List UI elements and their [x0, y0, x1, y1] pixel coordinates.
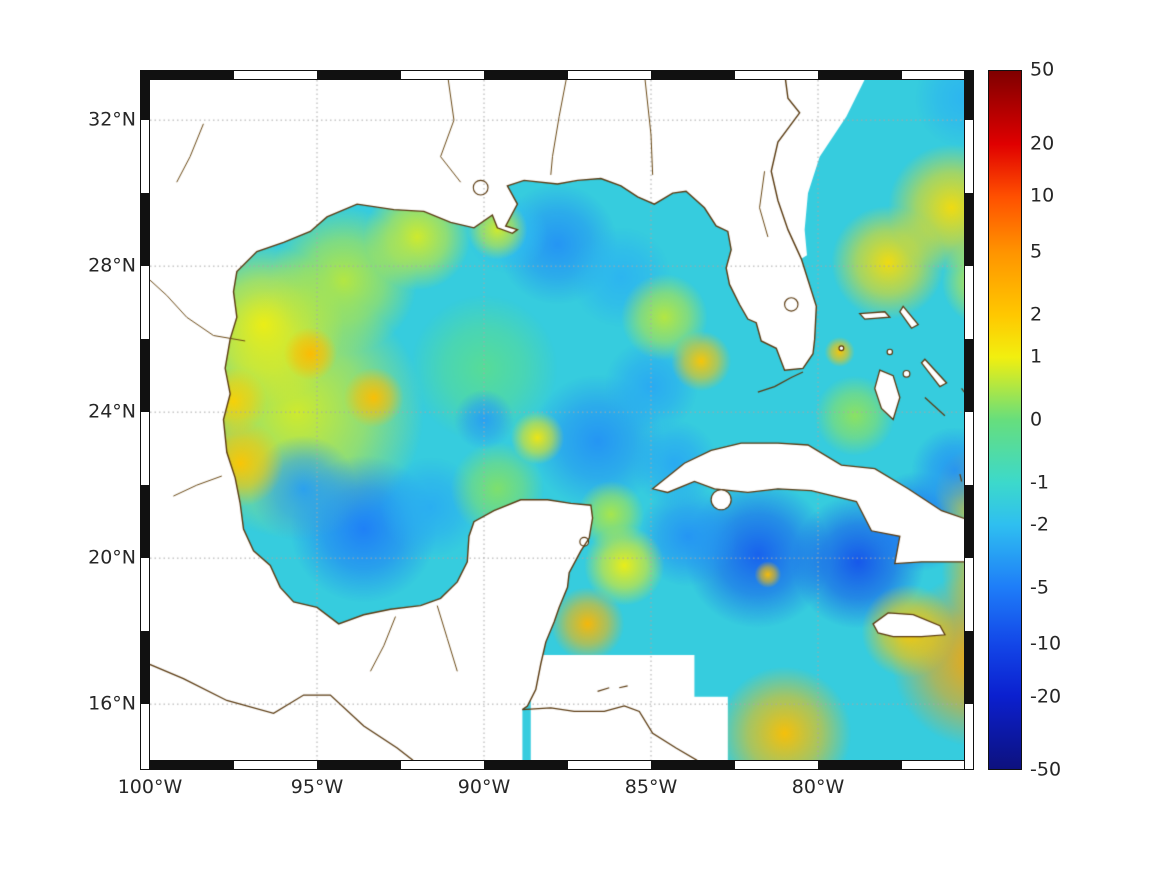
x-axis-tick-label: 90°W — [457, 776, 511, 798]
y-axis-tick-label: 20°N — [88, 546, 136, 569]
colorbar-tick-label: 20 — [1030, 132, 1055, 154]
colorbar — [988, 70, 1022, 770]
colorbar-tick-label: -20 — [1030, 685, 1062, 707]
colorbar-tick-label: 5 — [1030, 240, 1043, 263]
map-frame-border-right — [964, 70, 974, 770]
y-axis-tick-label: 16°N — [88, 692, 136, 715]
colorbar-tick-label: 50 — [1030, 58, 1055, 81]
y-axis-tick-label: 28°N — [88, 254, 136, 277]
frame-segment — [141, 485, 149, 559]
frame-segment — [965, 339, 973, 413]
frame-segment — [317, 71, 401, 79]
frame-segment — [818, 761, 902, 769]
colorbar-tick-label: -5 — [1030, 576, 1049, 599]
colorbar-tick-label: -50 — [1030, 758, 1062, 781]
y-axis-tick-label: 32°N — [88, 108, 136, 131]
frame-segment — [141, 761, 234, 769]
frame-segment — [651, 761, 735, 769]
colorbar-tick-label: -1 — [1030, 471, 1049, 494]
colorbar-tick-label: -10 — [1030, 632, 1062, 655]
frame-segment — [651, 71, 735, 79]
map-canvas — [150, 80, 964, 760]
x-axis-tick-label: 100°W — [117, 776, 183, 798]
frame-segment — [965, 193, 973, 267]
frame-segment — [965, 71, 973, 121]
colorbar-tick-label: 2 — [1030, 303, 1043, 326]
map-frame-border-left — [140, 70, 150, 770]
colorbar-tick-label: -2 — [1030, 513, 1049, 536]
x-axis-tick-label: 95°W — [290, 776, 344, 798]
frame-segment — [484, 71, 568, 79]
frame-segment — [965, 631, 973, 705]
colorbar-tick-label: 10 — [1030, 184, 1055, 207]
frame-segment — [141, 193, 149, 267]
colorbar-tick-label: 0 — [1030, 408, 1043, 431]
frame-segment — [965, 485, 973, 559]
frame-segment — [141, 339, 149, 413]
frame-segment — [141, 631, 149, 705]
frame-segment — [818, 71, 902, 79]
colorbar-tick-label: 1 — [1030, 345, 1043, 368]
x-axis-tick-label: 85°W — [624, 776, 678, 798]
map-frame-border-top — [140, 70, 974, 80]
map-frame-border-bottom — [140, 760, 974, 770]
frame-segment — [484, 761, 568, 769]
x-axis-tick-label: 80°W — [791, 776, 845, 798]
frame-segment — [317, 761, 401, 769]
frame-segment — [141, 71, 234, 79]
y-axis-tick-label: 24°N — [88, 400, 136, 423]
frame-segment — [141, 71, 149, 121]
colorbar-gradient — [989, 71, 1021, 769]
